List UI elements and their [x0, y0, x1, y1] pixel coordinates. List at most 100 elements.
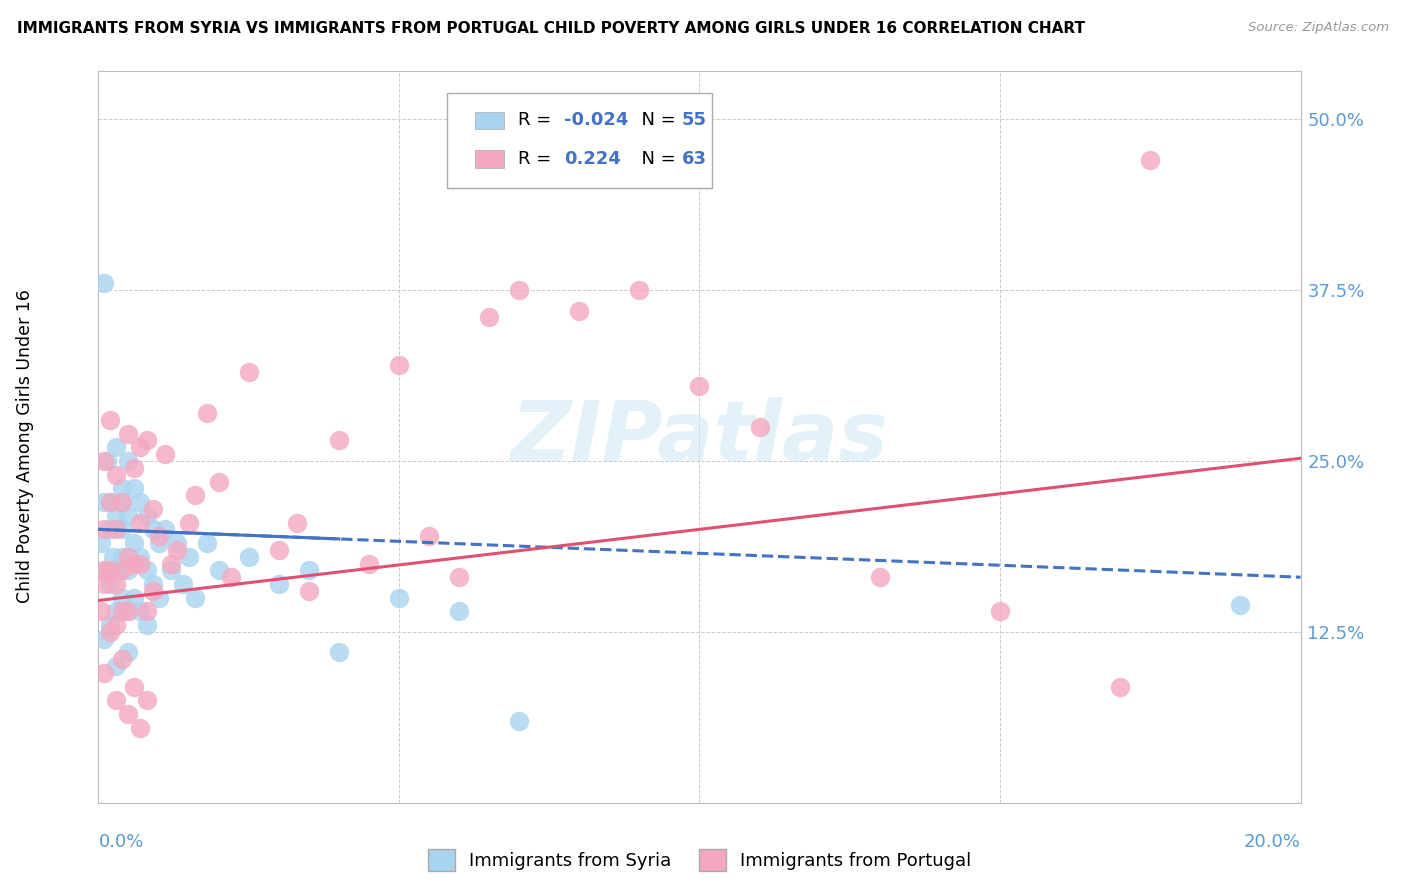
Point [117, 706, 139, 721]
Point [298, 563, 321, 577]
Point [105, 618, 128, 632]
Text: Child Poverty Among Girls Under 16: Child Poverty Among Girls Under 16 [17, 289, 34, 603]
Point [105, 577, 128, 591]
Point [100, 563, 122, 577]
Point [96, 454, 118, 468]
Point [105, 693, 128, 707]
Point [195, 406, 218, 420]
Point [129, 721, 152, 735]
Point [124, 680, 146, 694]
Point [177, 516, 200, 530]
Point [418, 529, 440, 543]
Point [100, 413, 122, 427]
Text: N =: N = [630, 112, 682, 129]
Text: R =: R = [517, 150, 557, 168]
Point [124, 591, 146, 605]
Point [93, 563, 115, 577]
Point [141, 501, 163, 516]
Point [111, 563, 134, 577]
Point [135, 434, 157, 448]
Point [748, 420, 770, 434]
Point [388, 591, 411, 605]
Point [159, 563, 181, 577]
Point [111, 591, 134, 605]
Point [93, 495, 115, 509]
Point [129, 604, 152, 618]
Point [172, 577, 194, 591]
Point [238, 549, 260, 564]
Point [988, 604, 1011, 618]
Point [267, 577, 290, 591]
Point [105, 522, 128, 536]
Point [117, 454, 139, 468]
Point [105, 440, 128, 454]
Point [100, 495, 122, 509]
Point [141, 583, 163, 598]
Point [124, 481, 146, 495]
Point [93, 632, 115, 646]
Point [628, 283, 651, 297]
Point [135, 618, 157, 632]
Point [508, 283, 530, 297]
Point [153, 447, 176, 461]
Point [688, 379, 710, 393]
Point [183, 488, 205, 502]
Point [153, 522, 176, 536]
Point [111, 495, 134, 509]
Point [105, 604, 128, 618]
Point [111, 522, 134, 536]
Point [117, 549, 139, 564]
Point [238, 365, 260, 379]
Point [129, 516, 152, 530]
Point [1139, 153, 1161, 168]
Point [117, 563, 139, 577]
Point [100, 624, 122, 639]
Point [111, 549, 134, 564]
Bar [475, 112, 503, 129]
Point [93, 577, 115, 591]
Point [1229, 598, 1251, 612]
Point [117, 604, 139, 618]
Point [93, 277, 115, 291]
Point [447, 570, 470, 584]
Point [141, 577, 163, 591]
Text: -0.024: -0.024 [564, 112, 628, 129]
Point [298, 583, 321, 598]
Point [93, 563, 115, 577]
Point [568, 303, 591, 318]
Point [141, 522, 163, 536]
Point [478, 310, 501, 325]
Point [267, 542, 290, 557]
Point [285, 516, 308, 530]
Point [129, 549, 152, 564]
Point [93, 522, 115, 536]
Point [117, 426, 139, 441]
Point [124, 460, 146, 475]
Point [105, 659, 128, 673]
Text: 63: 63 [682, 150, 706, 168]
Text: 0.224: 0.224 [564, 150, 620, 168]
Point [111, 652, 134, 666]
Point [105, 467, 128, 482]
Point [100, 495, 122, 509]
Text: 0.0%: 0.0% [98, 833, 143, 851]
Point [388, 359, 411, 373]
Point [1109, 680, 1132, 694]
Point [869, 570, 891, 584]
Point [100, 618, 122, 632]
Point [100, 522, 122, 536]
Point [93, 665, 115, 680]
Point [117, 604, 139, 618]
Text: 20.0%: 20.0% [1244, 833, 1301, 851]
Point [111, 604, 134, 618]
Point [135, 604, 157, 618]
Point [148, 536, 170, 550]
Point [219, 570, 242, 584]
Point [103, 549, 125, 564]
Point [117, 645, 139, 659]
Point [100, 577, 122, 591]
Point [129, 557, 152, 571]
Point [129, 440, 152, 454]
Point [124, 557, 146, 571]
Point [328, 645, 350, 659]
